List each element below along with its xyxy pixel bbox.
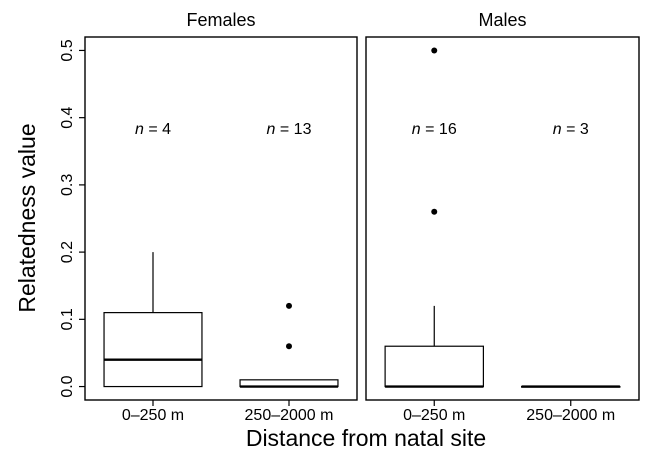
box-group: n = 16 — [384, 47, 484, 388]
panel-females: Females n = 4 0–250 m n = 13 250–2000 m — [84, 10, 358, 424]
y-axis-title: Relatedness value — [14, 123, 40, 312]
outlier-point — [431, 208, 438, 215]
sample-size-label: n = 16 — [412, 121, 457, 138]
sample-size-label: n = 4 — [135, 121, 171, 138]
n-symbol: n — [135, 121, 144, 138]
y-tick-label: 0.0 — [59, 375, 76, 397]
n-value: = 3 — [562, 121, 589, 138]
n-value: = 4 — [144, 121, 171, 138]
y-tick-label: 0.4 — [59, 106, 76, 128]
facet-title: Males — [478, 10, 526, 30]
box-group: n = 13 — [239, 121, 339, 388]
y-axis: 0.0 0.1 0.2 0.3 0.4 0.5 — [59, 39, 85, 398]
n-value: = 16 — [421, 121, 457, 138]
panel-males: Males n = 16 0–250 m n = 3 250–2000 m — [365, 10, 640, 424]
n-symbol: n — [412, 121, 421, 138]
n-symbol: n — [553, 121, 562, 138]
panel-frame — [84, 36, 358, 401]
facet-title: Females — [186, 10, 255, 30]
box-group: n = 4 — [103, 121, 203, 388]
y-tick-label: 0.1 — [59, 308, 76, 330]
y-tick-label: 0.5 — [59, 39, 76, 61]
x-tick-label: 250–2000 m — [526, 407, 615, 424]
y-tick-label: 0.3 — [59, 174, 76, 196]
x-tick-label: 250–2000 m — [245, 407, 334, 424]
outlier-point — [286, 302, 292, 309]
outlier-point — [431, 47, 438, 54]
box-group: n = 3 — [521, 121, 621, 388]
y-tick-label: 0.2 — [59, 241, 76, 263]
sample-size-label: n = 13 — [267, 121, 312, 138]
box — [103, 312, 203, 388]
outlier-point — [286, 343, 292, 350]
n-value: = 13 — [275, 121, 311, 138]
x-tick-label: 0–250 m — [122, 407, 184, 424]
n-symbol: n — [267, 121, 276, 138]
panel-frame — [365, 36, 640, 401]
sample-size-label: n = 3 — [553, 121, 589, 138]
box — [384, 345, 484, 388]
x-axis-title: Distance from natal site — [246, 425, 486, 451]
x-tick-label: 0–250 m — [403, 407, 465, 424]
